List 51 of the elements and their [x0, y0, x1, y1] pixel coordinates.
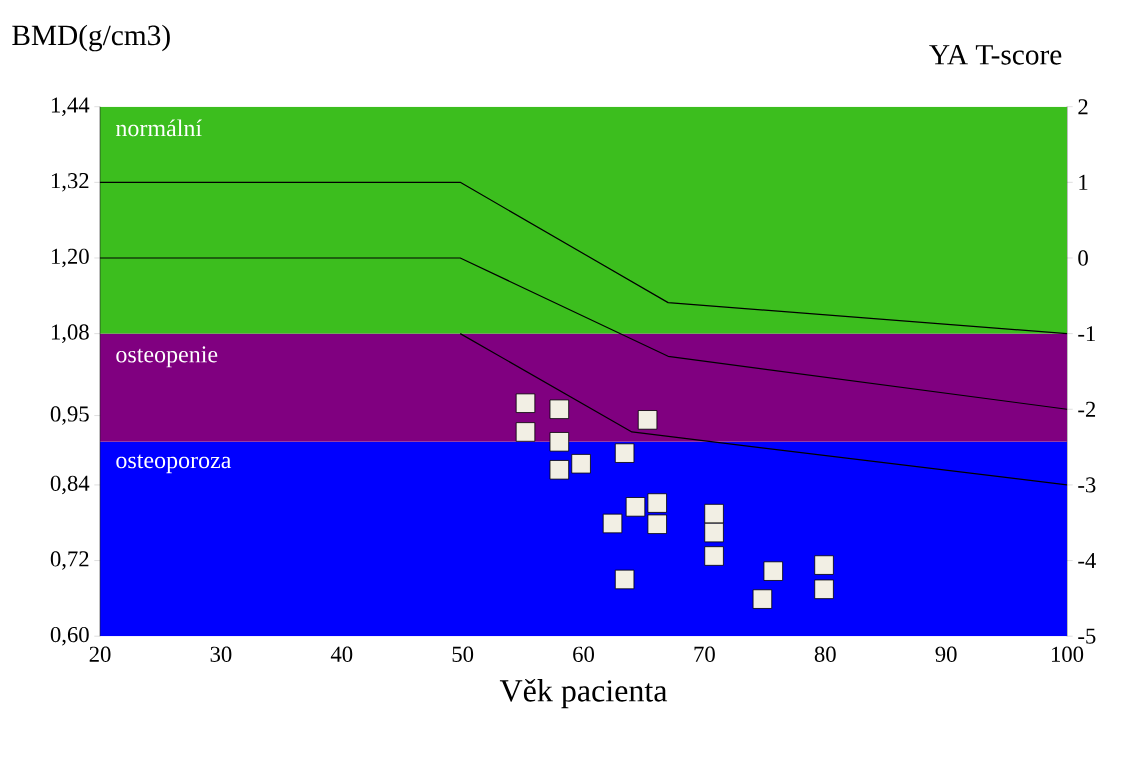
band-label: osteopenie: [116, 346, 218, 368]
point: [549, 399, 570, 419]
point: [647, 493, 667, 513]
band-label: normální: [115, 119, 202, 137]
y2-tick-label: -3: [1078, 477, 1096, 493]
x-tick-label: 50: [452, 646, 474, 662]
y2-tick-label: -4: [1078, 552, 1096, 568]
x-tick-label: 100: [1051, 646, 1084, 662]
point: [763, 561, 784, 581]
x-tick-label: 60: [573, 646, 594, 662]
point: [704, 503, 724, 524]
y-tick-label: 1,20: [51, 248, 89, 268]
y-tick-label: 1,44: [51, 97, 90, 116]
y-tick-label: 0,72: [50, 551, 89, 570]
band-label: osteoporoza: [116, 454, 232, 474]
y-tick-label: 0,95: [50, 406, 89, 425]
y2-tick-label: 1: [1079, 174, 1088, 190]
point: [614, 443, 635, 463]
y-tick-label: 0,60: [50, 626, 89, 646]
y2-tick-label: 2: [1078, 99, 1088, 115]
point: [704, 522, 724, 543]
x-tick-label: 30: [210, 646, 232, 662]
y-axis-title: BMD(g/cm3): [12, 24, 170, 52]
point: [625, 497, 646, 517]
point: [814, 555, 834, 575]
x-tick-label: 80: [814, 646, 836, 662]
point: [515, 393, 536, 413]
x-tick-label: 70: [694, 646, 715, 662]
y2-tick-label: -1: [1078, 326, 1095, 341]
point: [647, 514, 667, 534]
point: [515, 422, 536, 442]
point: [752, 589, 773, 609]
point: [614, 569, 635, 590]
x-tick-label: 90: [935, 646, 957, 662]
y2-tick-label: -5: [1078, 628, 1096, 644]
point: [571, 453, 591, 474]
point: [704, 546, 724, 566]
y2-tick-label: 0: [1078, 250, 1088, 266]
y2-axis-title: YA T-score: [929, 44, 1062, 65]
point: [602, 513, 623, 534]
point: [814, 579, 834, 599]
point: [637, 410, 658, 430]
point: [549, 431, 570, 452]
y2-tick-label: -2: [1078, 401, 1096, 417]
y-tick-label: 1,32: [51, 172, 89, 192]
x-axis-title: Věk pacienta: [499, 678, 668, 709]
x-tick-label: 20: [89, 646, 111, 662]
x-tick-label: 40: [330, 646, 353, 662]
y-tick-label: 0,84: [50, 475, 90, 495]
point: [549, 459, 570, 480]
y-tick-label: 1,08: [51, 324, 89, 343]
